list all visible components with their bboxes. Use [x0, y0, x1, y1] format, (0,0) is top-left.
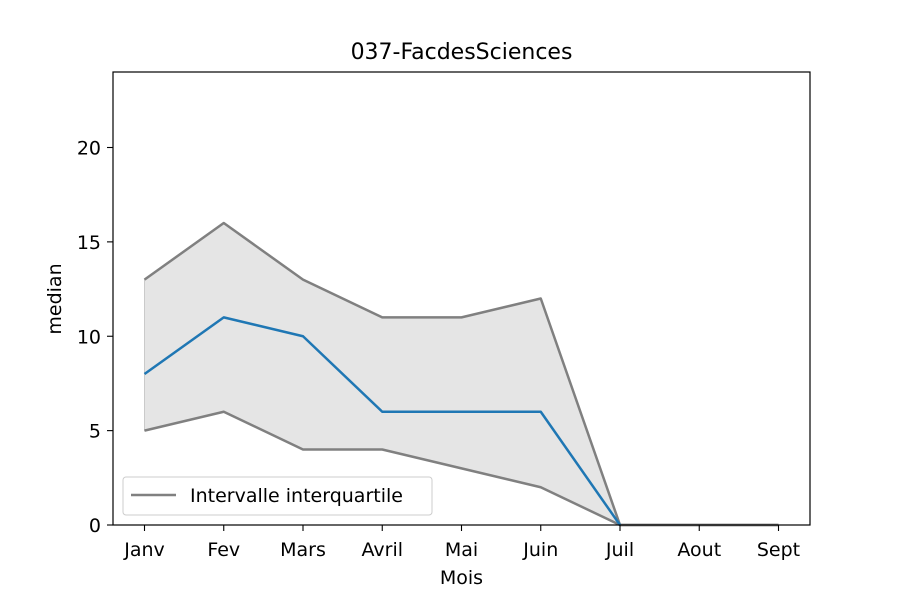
median-line — [143, 316, 622, 526]
x-tick-label: Aout — [677, 539, 721, 561]
legend: Intervalle interquartile — [122, 476, 433, 516]
x-tick-label: Janv — [123, 539, 165, 561]
x-tick-label: Sept — [757, 539, 800, 561]
chart-title: 037-FacdesSciences — [351, 40, 573, 65]
x-tick-label: Avril — [362, 539, 404, 561]
x-tick-label: Fev — [207, 539, 240, 561]
y-tick-label: 5 — [89, 421, 101, 443]
x-tick-label: Mai — [445, 539, 478, 561]
x-axis: Janv Fev Mars Avril Mai Juin Juil Aout Sept — [123, 525, 800, 561]
y-tick-label: 20 — [77, 138, 101, 160]
x-axis-label: Mois — [440, 567, 483, 589]
y-tick-label: 15 — [77, 232, 101, 254]
legend-label: Intervalle interquartile — [190, 485, 403, 507]
x-tick-label: Mars — [280, 539, 326, 561]
x-tick-label: Juin — [522, 539, 558, 561]
y-tick-label: 0 — [89, 515, 101, 537]
legend-box — [122, 476, 433, 516]
series-layer — [143, 316, 622, 526]
y-axis: 0 5 10 15 20 — [77, 138, 113, 537]
y-axis-label: median — [44, 263, 66, 334]
y-tick-label: 10 — [77, 326, 101, 348]
x-tick-label: Juil — [605, 539, 634, 561]
